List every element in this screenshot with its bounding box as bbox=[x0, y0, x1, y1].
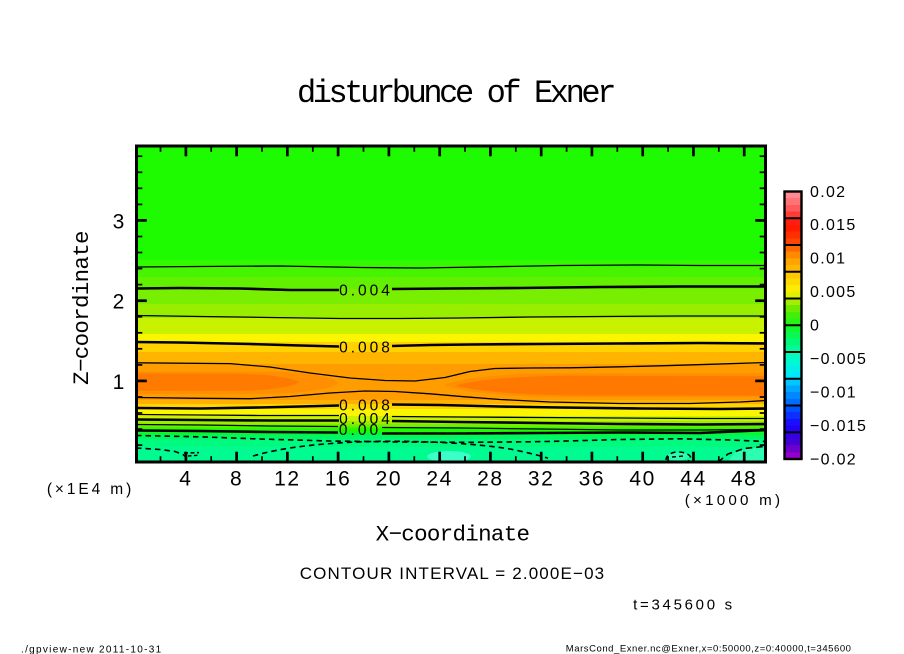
svg-text:−0.02: −0.02 bbox=[810, 451, 857, 468]
svg-text:32: 32 bbox=[528, 468, 555, 491]
svg-text:(×1E4 m): (×1E4 m) bbox=[47, 481, 134, 498]
svg-text:40: 40 bbox=[629, 468, 656, 491]
svg-text:0.00: 0.00 bbox=[339, 422, 381, 439]
svg-text:MarsCond_Exner.nc@Exner,x=0:50: MarsCond_Exner.nc@Exner,x=0:50000,z=0:40… bbox=[566, 644, 852, 654]
svg-text:2: 2 bbox=[113, 291, 125, 314]
svg-text:36: 36 bbox=[579, 468, 606, 491]
svg-text:1: 1 bbox=[113, 371, 125, 394]
svg-text:0.004: 0.004 bbox=[339, 411, 393, 428]
svg-text:Z−coordinate: Z−coordinate bbox=[69, 231, 95, 385]
svg-text:0.015: 0.015 bbox=[810, 217, 857, 234]
svg-text:0.01: 0.01 bbox=[810, 251, 846, 268]
svg-text:48: 48 bbox=[731, 468, 758, 491]
svg-text:8: 8 bbox=[230, 468, 243, 491]
svg-text:12: 12 bbox=[274, 468, 301, 491]
svg-text:./gpview-new 2011-10-31: ./gpview-new 2011-10-31 bbox=[21, 645, 162, 654]
svg-text:3: 3 bbox=[113, 210, 125, 233]
svg-text:16: 16 bbox=[325, 468, 352, 491]
svg-text:0.004: 0.004 bbox=[339, 282, 393, 299]
svg-text:t=345600 s: t=345600 s bbox=[633, 597, 735, 614]
svg-text:0.02: 0.02 bbox=[810, 184, 846, 201]
svg-text:0.008: 0.008 bbox=[339, 398, 393, 415]
svg-text:(×1000 m): (×1000 m) bbox=[685, 492, 783, 509]
svg-text:20: 20 bbox=[376, 468, 403, 491]
svg-text:28: 28 bbox=[477, 468, 504, 491]
svg-text:CONTOUR INTERVAL = 2.000E−03: CONTOUR INTERVAL = 2.000E−03 bbox=[300, 564, 606, 583]
svg-text:0: 0 bbox=[810, 318, 820, 335]
svg-text:24: 24 bbox=[426, 468, 453, 491]
svg-text:disturbunce of Exner: disturbunce of Exner bbox=[297, 75, 614, 112]
svg-text:X−coordinate: X−coordinate bbox=[376, 522, 530, 548]
svg-text:−0.005: −0.005 bbox=[810, 351, 867, 368]
svg-text:0.008: 0.008 bbox=[339, 340, 393, 357]
svg-text:−0.015: −0.015 bbox=[810, 418, 867, 435]
svg-text:4: 4 bbox=[179, 468, 192, 491]
svg-text:−0.01: −0.01 bbox=[810, 384, 857, 401]
svg-text:44: 44 bbox=[680, 468, 707, 491]
svg-text:0.005: 0.005 bbox=[810, 284, 857, 301]
